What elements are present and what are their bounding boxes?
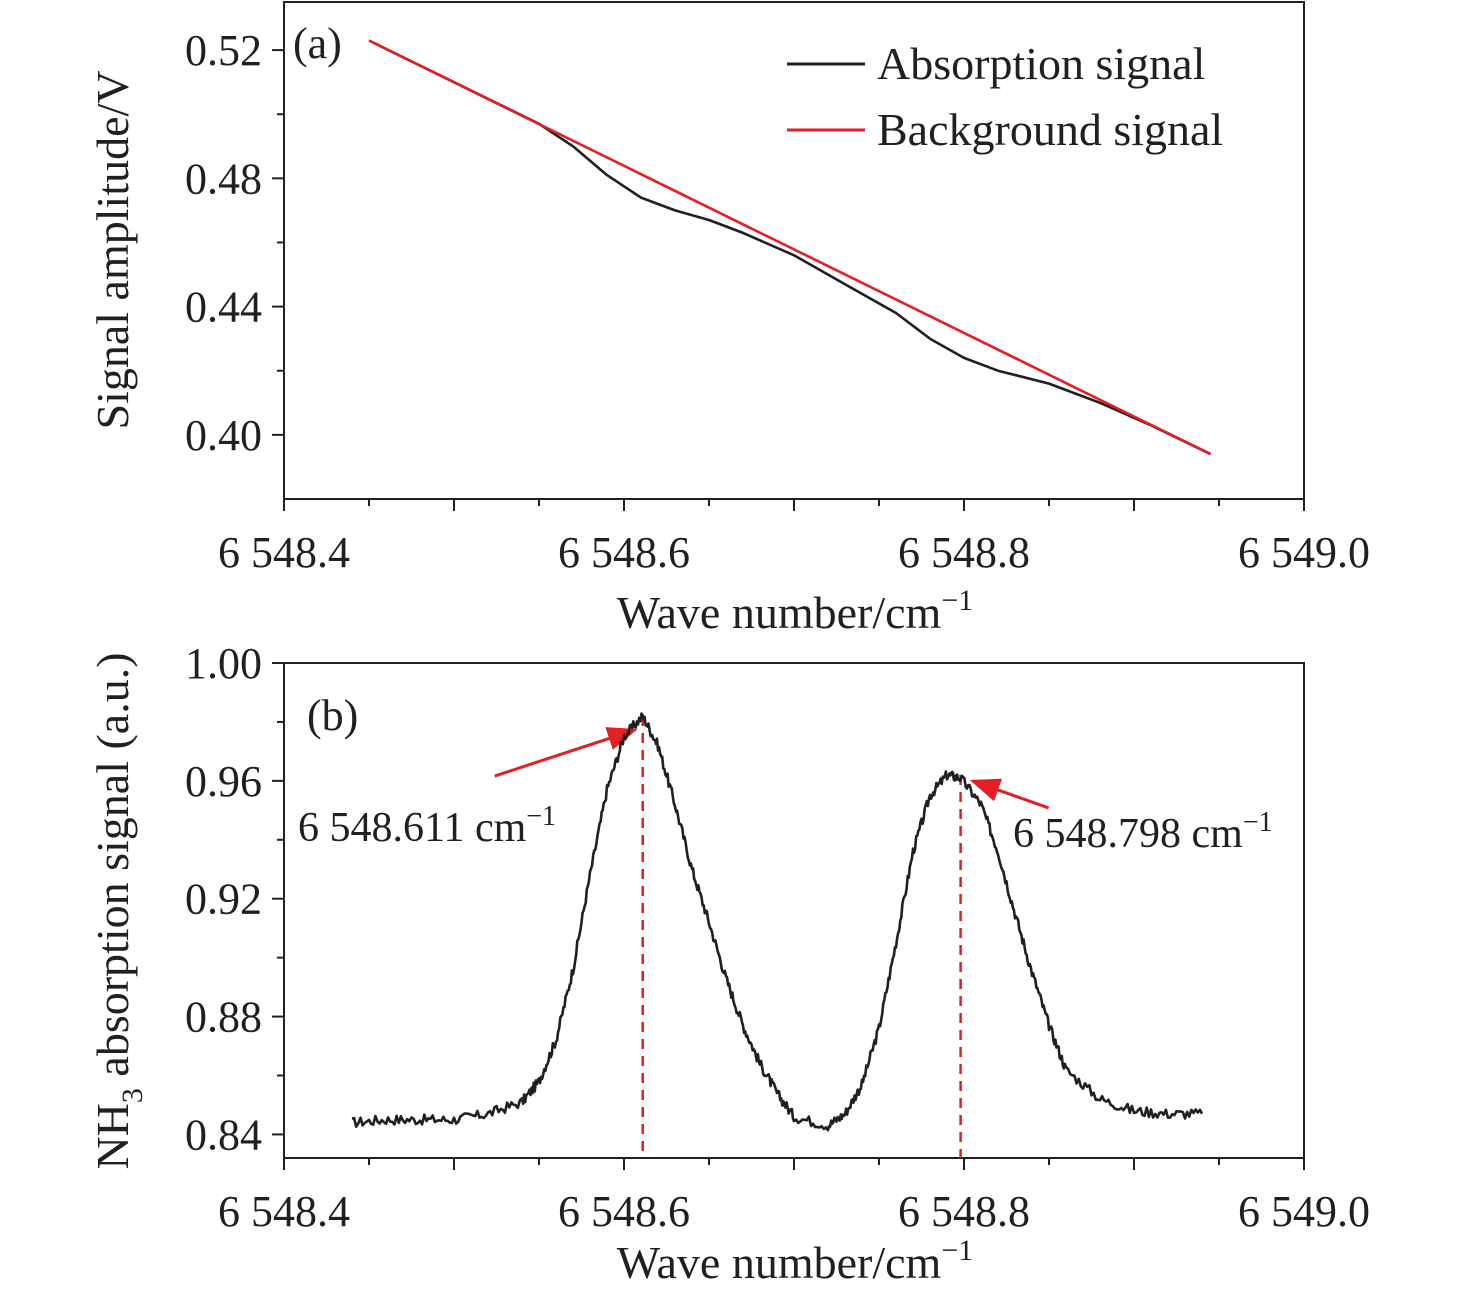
peak-arrow	[494, 727, 638, 778]
plot-area	[368, 39, 1212, 456]
y-axis-title: NH3 absorption signal (a.u.)	[87, 652, 149, 1169]
x-tick-label: 6 548.6	[558, 528, 690, 577]
peak-markers	[494, 716, 1050, 1158]
y-tick-label: 0.48	[185, 154, 262, 203]
panel-label: (b)	[307, 691, 358, 740]
panel-b: 6 548.4 6 548.6 6 548.8 6 549.0 0.84 0.88 0.92…	[87, 639, 1370, 1288]
plot-area	[351, 712, 1204, 1132]
background-signal-line	[368, 39, 1212, 456]
x-tick-label: 6 548.4	[218, 528, 350, 577]
absorption-trace-line	[351, 712, 1204, 1132]
legend-label-absorption: Absorption signal	[877, 38, 1205, 89]
peak-arrow	[969, 778, 1050, 810]
peak-label: 6 548.798 cm−1	[1013, 807, 1273, 857]
y-tick-label: 0.92	[185, 875, 262, 924]
y-tick-label: 0.44	[185, 283, 262, 332]
x-tick-label: 6 549.0	[1238, 528, 1370, 577]
y-tick-label: 0.88	[185, 993, 262, 1042]
legend-label-background: Background signal	[877, 104, 1223, 155]
y-tick-label: 0.96	[185, 757, 262, 806]
plot-frame	[283, 662, 1305, 1159]
y-tick-label: 0.40	[185, 411, 262, 460]
x-tick-label: 6 548.8	[898, 1187, 1030, 1236]
y-tick-label: 1.00	[185, 639, 262, 688]
peak-label: 6 548.611 cm−1	[298, 801, 556, 851]
x-axis-title: Wave number/cm−1	[617, 1234, 973, 1288]
y-axis-title: Signal amplitude/V	[87, 70, 138, 429]
y-tick-label: 0.84	[185, 1110, 262, 1159]
panel-label: (a)	[293, 19, 342, 68]
axis-ticks: 6 548.4 6 548.6 6 548.8 6 549.0 0.84 0.88 0.92…	[185, 639, 1370, 1236]
y-tick-label: 0.52	[185, 26, 262, 75]
panel-a: 6 548.4 6 548.6 6 548.8 6 549.0 0.40 0.44 0.48…	[87, 1, 1370, 638]
x-axis-title: Wave number/cm−1	[617, 584, 973, 638]
absorption-signal-line	[368, 39, 1212, 456]
x-tick-label: 6 549.0	[1238, 1187, 1370, 1236]
x-tick-label: 6 548.4	[218, 1187, 350, 1236]
legend: Absorption signal Background signal	[787, 38, 1223, 155]
x-tick-label: 6 548.8	[898, 528, 1030, 577]
axis-ticks: 6 548.4 6 548.6 6 548.8 6 549.0 0.40 0.44 0.48…	[185, 26, 1370, 577]
x-tick-label: 6 548.6	[558, 1187, 690, 1236]
